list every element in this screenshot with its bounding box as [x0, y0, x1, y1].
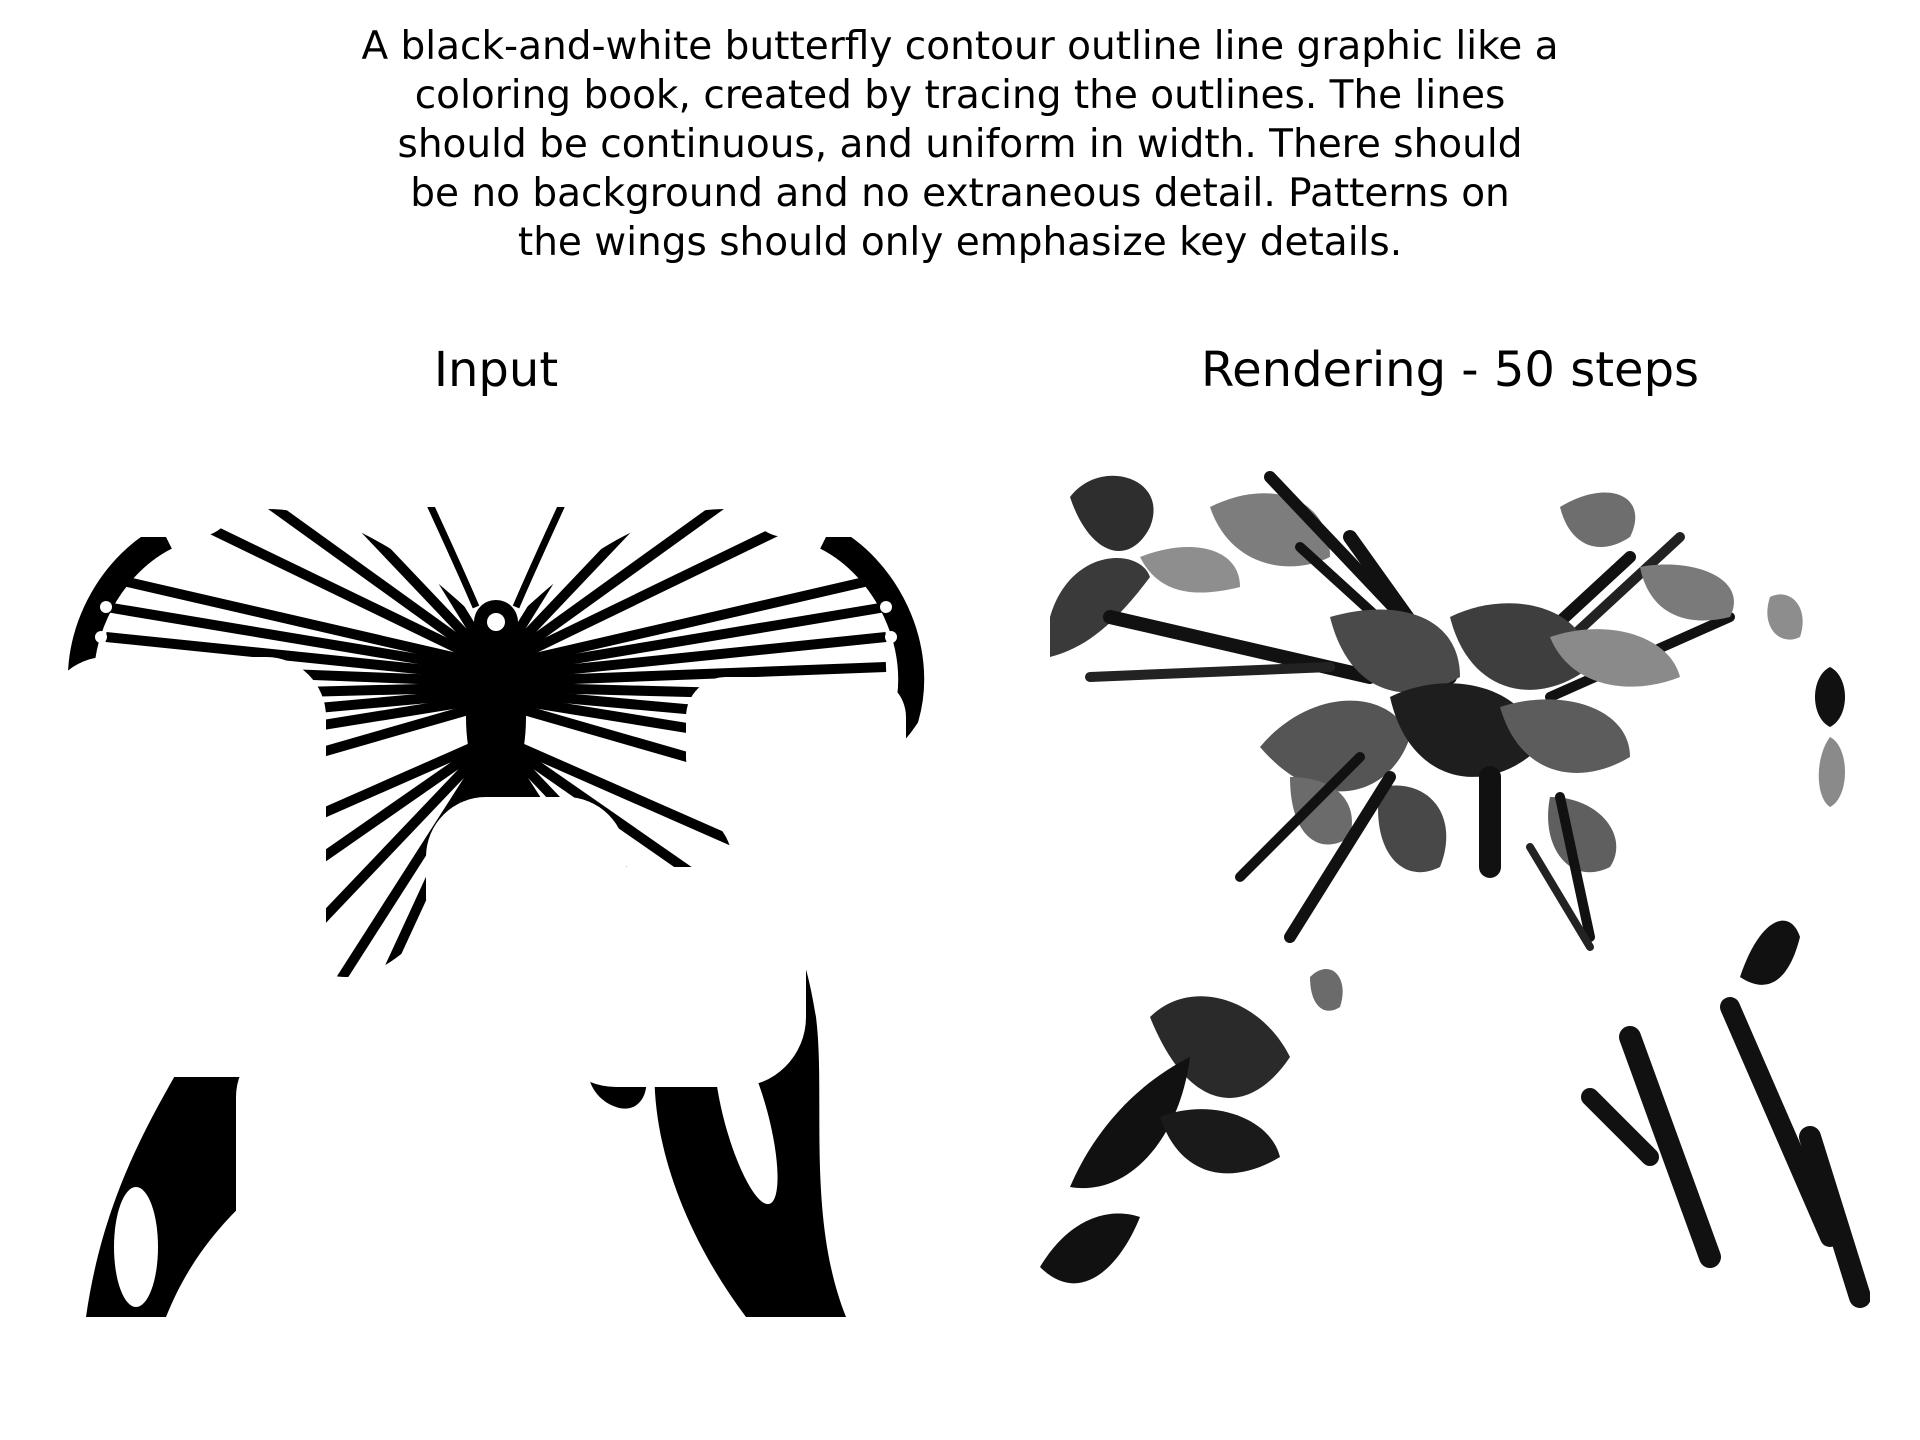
prompt-line: be no background and no extraneous detai…: [410, 171, 1510, 216]
prompt-line: the wings should only emphasize key deta…: [517, 220, 1403, 265]
prompt-line: A black-and-white butterfly contour outl…: [361, 24, 1559, 69]
rendering-graphic: [1040, 471, 1870, 1308]
prompt-text: A black-and-white butterfly contour outl…: [0, 22, 1920, 267]
mask-blocks: [46, 417, 946, 1317]
rendering-shapes: [1040, 471, 1870, 1308]
input-image: [46, 417, 946, 1317]
butterfly-image: [46, 417, 946, 1317]
prompt-line: should be continuous, and uniform in wid…: [397, 122, 1523, 167]
prompt-line: coloring book, created by tracing the ou…: [414, 73, 1506, 118]
rendering-panel-title: Rendering - 50 steps: [1200, 342, 1700, 398]
input-panel-title: Input: [433, 342, 559, 398]
rendering-image: [1030, 417, 1870, 1317]
